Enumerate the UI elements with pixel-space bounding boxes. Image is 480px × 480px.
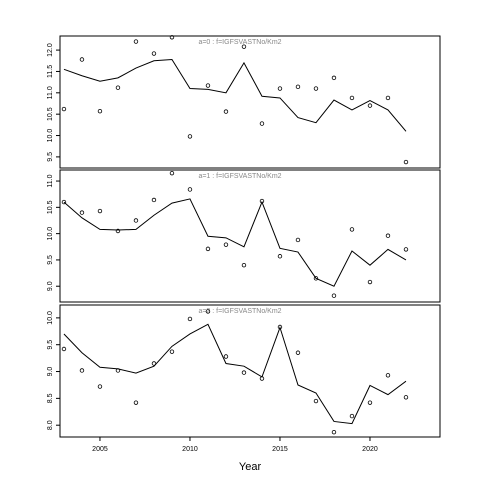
data-point xyxy=(115,85,121,90)
data-point xyxy=(187,187,193,192)
data-point xyxy=(367,400,373,405)
data-point xyxy=(385,95,391,101)
data-point xyxy=(205,246,211,252)
data-point xyxy=(241,44,247,49)
data-point xyxy=(277,254,283,259)
data-point xyxy=(115,228,121,234)
data-point xyxy=(169,35,175,40)
data-point xyxy=(295,350,301,355)
data-point xyxy=(403,395,409,400)
data-point xyxy=(295,84,301,90)
y-tick-label: 11.5 xyxy=(47,65,54,78)
data-point xyxy=(295,237,301,243)
y-tick-label: 9.0 xyxy=(47,367,54,377)
data-point xyxy=(277,324,283,330)
y-tick-label: 9.5 xyxy=(47,340,54,350)
y-tick-label: 12.0 xyxy=(47,43,54,57)
data-point xyxy=(403,247,409,252)
data-point xyxy=(169,170,175,176)
data-point xyxy=(61,106,67,112)
data-point xyxy=(187,316,193,322)
data-point xyxy=(313,398,319,404)
data-point xyxy=(205,309,211,314)
x-tick-label: 2020 xyxy=(362,446,378,453)
data-point xyxy=(169,349,175,354)
data-point xyxy=(349,227,355,232)
data-point xyxy=(223,242,229,247)
data-point xyxy=(313,86,319,91)
data-point xyxy=(79,368,85,373)
data-point xyxy=(151,197,157,203)
y-tick-label: 10.0 xyxy=(47,129,54,143)
series-line xyxy=(63,198,407,287)
y-tick-label: 8.5 xyxy=(47,393,54,403)
data-point xyxy=(403,159,409,165)
y-tick-label: 10.0 xyxy=(47,227,54,241)
x-tick-label: 2005 xyxy=(92,446,108,453)
data-point xyxy=(313,276,319,281)
y-tick-label: 10.0 xyxy=(47,311,54,325)
data-point xyxy=(331,429,337,435)
data-point xyxy=(133,400,139,405)
x-tick-label: 2010 xyxy=(182,446,198,453)
annotation: a=2 : f=IGFSVASTNo/Km2 xyxy=(198,308,281,315)
data-point xyxy=(133,39,139,44)
data-point xyxy=(367,279,373,285)
data-point xyxy=(331,293,337,298)
y-tick-label: 9.5 xyxy=(47,152,54,162)
data-point xyxy=(205,83,211,88)
data-point xyxy=(331,75,337,81)
series-line xyxy=(63,323,407,425)
data-point xyxy=(115,368,121,373)
panel-frame xyxy=(59,304,441,438)
data-point xyxy=(79,210,85,215)
data-point xyxy=(97,108,103,114)
x-axis-label: Year xyxy=(239,461,262,473)
y-tick-label: 10.5 xyxy=(47,200,54,214)
data-point xyxy=(133,218,139,223)
data-point xyxy=(259,376,265,381)
annotation: a=1 : f=IGFSVASTNo/Km2 xyxy=(198,173,281,180)
series-line xyxy=(63,58,407,132)
annotation: a=0 : f=IGFSVASTNo/Km2 xyxy=(198,39,281,46)
data-point xyxy=(385,233,391,238)
data-point xyxy=(259,198,265,204)
data-point xyxy=(97,384,103,389)
data-point xyxy=(241,370,247,375)
data-point xyxy=(61,346,67,352)
y-tick-label: 9.0 xyxy=(47,281,54,291)
data-point xyxy=(367,103,373,108)
y-tick-label: 11.0 xyxy=(47,174,54,187)
y-tick-label: 8.0 xyxy=(47,420,54,430)
x-tick-label: 2015 xyxy=(272,446,288,453)
panel-frame xyxy=(59,169,441,303)
data-point xyxy=(349,95,355,101)
y-tick-label: 10.5 xyxy=(47,107,54,121)
data-point xyxy=(277,86,283,91)
data-point xyxy=(151,51,157,56)
y-tick-label: 11.0 xyxy=(47,86,54,99)
data-point xyxy=(385,373,391,378)
y-tick-label: 9.5 xyxy=(47,255,54,265)
data-point xyxy=(223,109,229,114)
data-point xyxy=(241,262,247,268)
data-point xyxy=(349,413,355,419)
data-point xyxy=(187,134,193,139)
panel-frame xyxy=(59,35,441,169)
data-point xyxy=(151,361,157,366)
data-point xyxy=(61,199,67,205)
data-point xyxy=(223,354,229,359)
data-point xyxy=(79,57,85,62)
data-point xyxy=(259,121,265,126)
data-point xyxy=(97,208,103,214)
